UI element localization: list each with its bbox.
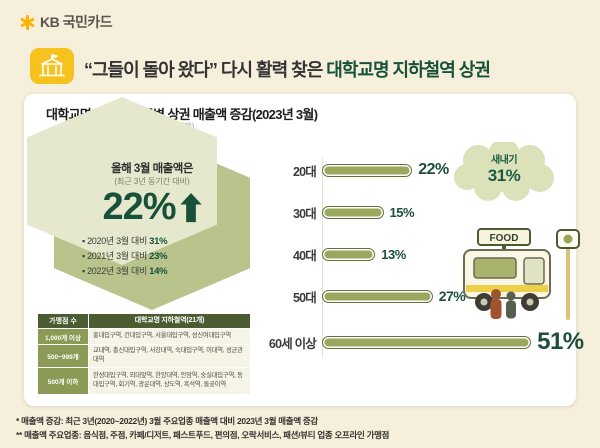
age-label: 40대: [292, 248, 317, 263]
bar-60plus: [322, 335, 532, 349]
school-building-icon: [30, 48, 74, 84]
truck-stripe: [466, 285, 548, 292]
comparison-item: 2020년 3월 대비 31%: [82, 234, 232, 249]
age-label: 50대: [292, 290, 317, 305]
food-sign-text: FOOD: [490, 233, 519, 244]
table-row: 500~999개 교대역, 총신대입구역, 서강대역, 숙대입구역, 이대역, …: [38, 345, 250, 367]
chart-row-20s: 20대 22%: [252, 160, 449, 180]
freshman-annotation-text: 새내기 31%: [487, 155, 521, 185]
age-label: 20대: [292, 164, 317, 179]
badge-subline: (최근 3년 동기간 대비): [114, 177, 190, 186]
bar-40s: [322, 247, 376, 261]
kb-logo-text: KB 국민카드: [40, 14, 113, 30]
title-highlight: 대학교명 지하철역 상권: [326, 60, 491, 80]
comparison-item: 2022년 3월 대비 14%: [82, 264, 232, 279]
kb-star-icon: [20, 14, 35, 30]
bar-value: 15%: [389, 204, 415, 220]
badge-value-row: 22%: [54, 186, 250, 229]
bar-value: 51%: [537, 328, 584, 355]
chart-row-50s: 50대 27%: [252, 286, 466, 306]
table-header-row: 가맹점 수 대학교명 지하철역(21개): [38, 314, 250, 328]
table-header-stations: 대학교명 지하철역(21개): [89, 314, 250, 328]
up-arrow-icon: [179, 192, 202, 222]
age-label: 30대: [292, 206, 317, 221]
kb-logo: KB 국민카드: [20, 12, 113, 32]
station-table: 가맹점 수 대학교명 지하철역(21개) 1,000개 이상 홍대입구역, 건대…: [38, 314, 250, 394]
chart-row-40s: 40대 13%: [252, 244, 406, 264]
age-label: 60세 이상: [268, 336, 317, 351]
table-header-count: 가맹점 수: [38, 314, 88, 328]
cloud-shape: [454, 139, 554, 201]
comparison-item: 2021년 3월 대비 23%: [82, 249, 232, 264]
title-quote: “그들이 돌아 왔다”: [84, 60, 218, 80]
chart-row-30s: 30대 15%: [252, 202, 415, 222]
chart-row-60plus: 60세 이상 51%: [252, 328, 584, 356]
badge-headline: 올해 3월 매출액은: [111, 163, 193, 175]
customer-figures: [490, 289, 516, 319]
bar-20s: [322, 163, 413, 177]
badge-comparison-list: 2020년 3월 대비 31% 2021년 3월 대비 23% 2022년 3월…: [82, 234, 232, 279]
bar-value: 22%: [418, 161, 449, 178]
title-mid: 다시 활력 찾은: [216, 60, 327, 80]
footnotes: * 매출액 증감: 최근 3년(2020~2022년) 3월 주요업종 매출액 …: [16, 414, 586, 442]
badge-value: 22%: [102, 186, 176, 228]
page-title: “그들이 돌아 왔다” 다시 활력 찾은 대학교명 지하철역 상권: [84, 56, 491, 82]
bar-value: 27%: [438, 288, 466, 304]
footnote-2: ** 매출액 주요업종: 음식점, 주점, 카페/디저트, 패스트푸드, 편의점…: [16, 430, 390, 440]
sign-pole: [566, 242, 570, 320]
table-row: 500개 이하 한성대입구역, 외대앞역, 한양대역, 안암역, 숭실대입구역,…: [38, 367, 250, 394]
food-truck-illustration: FOOD: [458, 228, 584, 324]
infographic-card: 대학교명 지하철역 주변 상권 매출액 증감(2023년 3월) (21개) (…: [24, 94, 584, 406]
serving-window: [473, 257, 517, 279]
freshman-annotation-bubble: 새내기 31%: [452, 139, 556, 202]
bar-value: 13%: [381, 246, 406, 262]
footnote-1: * 매출액 증감: 최근 3년(2020~2022년) 3월 주요업종 매출액 …: [16, 416, 318, 426]
table-row: 1,000개 이상 홍대입구역, 건대입구역, 서울대입구역, 성신여대입구역: [38, 329, 250, 344]
bar-50s: [322, 289, 433, 303]
bar-30s: [322, 205, 384, 219]
